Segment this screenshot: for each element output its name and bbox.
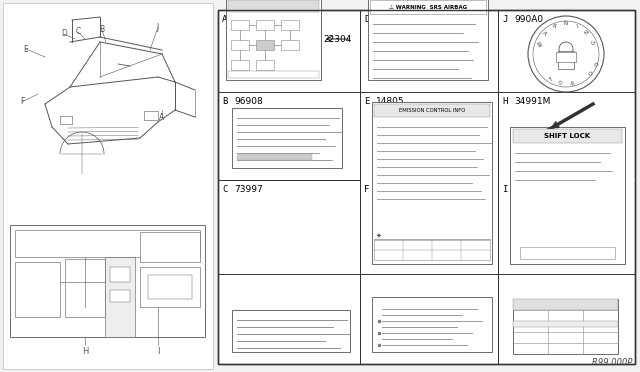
Bar: [281, 20, 299, 30]
Bar: [513, 299, 618, 310]
Bar: [256, 60, 274, 70]
Text: 14805: 14805: [376, 97, 404, 106]
Text: 34991M: 34991M: [514, 97, 550, 106]
Bar: [237, 154, 312, 160]
Bar: [368, 0, 488, 80]
Text: H: H: [82, 347, 88, 356]
Text: B: B: [99, 26, 104, 35]
Text: ✦: ✦: [376, 233, 382, 239]
Text: J: J: [157, 22, 159, 32]
Bar: [232, 108, 342, 168]
Bar: [218, 10, 635, 364]
Bar: [231, 60, 249, 70]
Bar: [281, 40, 299, 50]
Text: H: H: [502, 97, 508, 106]
Bar: [105, 257, 135, 337]
Text: N: N: [569, 81, 573, 86]
Text: R: R: [551, 23, 557, 30]
Text: D: D: [364, 15, 369, 24]
Bar: [110, 267, 130, 282]
Text: 73997: 73997: [234, 185, 263, 194]
Bar: [372, 102, 492, 264]
Text: I: I: [575, 23, 579, 29]
Text: R99 000P: R99 000P: [591, 358, 632, 367]
Text: F: F: [20, 97, 24, 106]
Bar: [372, 297, 492, 352]
Bar: [520, 247, 615, 259]
Text: D: D: [61, 29, 67, 38]
Text: O: O: [559, 81, 563, 86]
Bar: [10, 225, 205, 337]
Text: C: C: [76, 28, 81, 36]
Text: I: I: [502, 185, 508, 194]
Text: EMISSION CONTROL INFO: EMISSION CONTROL INFO: [399, 109, 465, 113]
Bar: [374, 104, 490, 117]
Bar: [510, 127, 625, 264]
Bar: [140, 267, 200, 307]
Text: N: N: [584, 29, 591, 36]
Text: 22304: 22304: [234, 15, 262, 24]
Bar: [228, 0, 319, 12]
Text: N: N: [563, 22, 568, 26]
Bar: [558, 51, 574, 69]
Bar: [60, 116, 72, 124]
Text: 99090: 99090: [514, 185, 543, 194]
Bar: [513, 321, 618, 327]
Bar: [513, 299, 618, 354]
Text: E: E: [24, 45, 28, 54]
Text: I: I: [157, 347, 159, 356]
Text: T: T: [548, 77, 554, 83]
Bar: [556, 52, 576, 62]
Bar: [231, 40, 249, 50]
Text: 22304: 22304: [324, 35, 352, 44]
Bar: [65, 259, 105, 317]
Bar: [374, 240, 490, 260]
Text: A: A: [222, 15, 227, 24]
Bar: [15, 262, 60, 317]
Bar: [228, 71, 319, 78]
Bar: [110, 290, 130, 302]
Bar: [256, 20, 274, 30]
Bar: [15, 230, 200, 257]
Text: 990A0: 990A0: [514, 15, 543, 24]
Bar: [256, 40, 274, 50]
Text: W: W: [534, 40, 541, 47]
Text: 96908M: 96908M: [376, 185, 413, 194]
Text: F: F: [364, 185, 369, 194]
Text: SHIFT LOCK: SHIFT LOCK: [544, 133, 590, 139]
Bar: [231, 20, 249, 30]
Bar: [218, 10, 635, 364]
Text: G: G: [591, 40, 597, 46]
Text: E: E: [364, 97, 369, 106]
Bar: [148, 275, 192, 299]
Text: J: J: [502, 15, 508, 24]
Text: C: C: [222, 185, 227, 194]
Text: A: A: [541, 31, 547, 36]
Bar: [226, 0, 321, 80]
Bar: [232, 310, 350, 352]
Bar: [370, 0, 486, 14]
Text: ⚠ WARNING  SRS AIRBAG: ⚠ WARNING SRS AIRBAG: [389, 4, 467, 10]
Bar: [3, 3, 213, 369]
Text: O: O: [586, 70, 592, 76]
Bar: [140, 232, 200, 262]
Text: A: A: [159, 112, 164, 122]
Text: B: B: [222, 97, 227, 106]
Bar: [513, 129, 622, 143]
Text: 96908: 96908: [234, 97, 263, 106]
Bar: [144, 111, 158, 120]
Text: D: D: [591, 62, 597, 67]
Text: 98595U: 98595U: [376, 15, 412, 24]
